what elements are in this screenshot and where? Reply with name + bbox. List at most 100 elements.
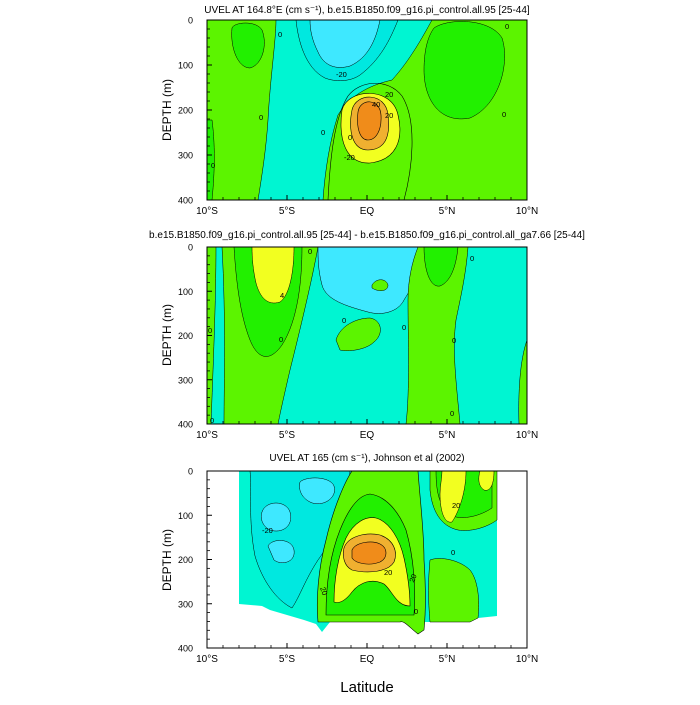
x-tick-label: EQ bbox=[360, 430, 375, 441]
y-tick-label: 200 bbox=[178, 331, 193, 341]
figure-xlabel: Latitude bbox=[340, 679, 393, 696]
panel-2-contour-label-4: 0 bbox=[279, 335, 283, 344]
x-tick-label: 5°S bbox=[279, 206, 296, 217]
x-tick-label: EQ bbox=[360, 654, 375, 665]
x-tick-label: 10°N bbox=[516, 654, 538, 665]
panel-2-small-positive-patch bbox=[371, 279, 389, 291]
panel-3-contour-label-2: 20 bbox=[384, 568, 392, 577]
panel-1-contour-label-2: 0 bbox=[278, 30, 282, 39]
panel-1-contour-label-8: 20 bbox=[385, 90, 393, 99]
panel-2-surface-peak bbox=[251, 247, 295, 304]
y-tick-label: 100 bbox=[178, 61, 193, 71]
panel-2-equatorial-positive-patch bbox=[335, 317, 381, 351]
x-tick-label: 5°N bbox=[439, 206, 456, 217]
panel-1-contour-label-7: 0 bbox=[348, 133, 352, 142]
x-tick-label: 5°N bbox=[439, 654, 456, 665]
panel-3-contour-label-4: 20 bbox=[407, 573, 418, 584]
panel-2-contour-label-5: 0 bbox=[342, 316, 346, 325]
panel-2-contour-fill bbox=[207, 247, 527, 424]
x-tick-label: 10°S bbox=[196, 206, 218, 217]
panel-3-contour-label-3: 20 bbox=[318, 586, 329, 597]
y-tick-label: 300 bbox=[178, 151, 193, 161]
panel-1-western-edge-positive bbox=[207, 119, 215, 200]
panel-3-contour-label-6: 0 bbox=[451, 548, 455, 557]
panel-2-northern-positive bbox=[405, 247, 469, 424]
panel-2-y-axis: 0 100 200 300 400 bbox=[178, 243, 212, 430]
panel-1-contour-label-12: 0 bbox=[505, 22, 509, 31]
panel-3-x-axis: 10°S 5°S EQ 5°N 10°N bbox=[196, 643, 538, 665]
x-tick-label: 5°S bbox=[279, 654, 296, 665]
panel-1-title: UVEL AT 164.8°E (cm s⁻¹), b.e15.B1850.f0… bbox=[204, 5, 530, 16]
panel-3-northern-jet-20b bbox=[478, 471, 495, 491]
panel-3-negative-patch-a bbox=[261, 502, 292, 532]
panel-1-contour-label-11: 0 bbox=[502, 110, 506, 119]
panel-2-contour-label-10: 0 bbox=[210, 416, 214, 425]
panel-1-contour-label-9: 40 bbox=[372, 100, 380, 109]
panel-2-contour-label-2: 4 bbox=[280, 291, 284, 300]
panel-1-contour-label-4: 0 bbox=[211, 161, 215, 170]
y-tick-label: 300 bbox=[178, 599, 193, 609]
panel-1-contour-labels: -20 0 0 0 0 -20 0 20 40 20 0 0 bbox=[211, 22, 509, 170]
panel-3-northern-jet-20 bbox=[439, 471, 467, 523]
x-tick-label: 5°S bbox=[279, 430, 296, 441]
panel-1-westward-surface-strong bbox=[309, 20, 381, 68]
panel-1-contour-label-6: -20 bbox=[344, 153, 355, 162]
panel-3-contour-fill bbox=[239, 471, 498, 635]
x-tick-label: EQ bbox=[360, 206, 375, 217]
panel-2-x-axis: 10°S 5°S EQ 5°N 10°N bbox=[196, 419, 538, 441]
panel-2-contour-label-3: 0 bbox=[208, 326, 212, 335]
panel-1-undercurrent-0 bbox=[327, 83, 413, 200]
y-tick-label: 0 bbox=[188, 467, 193, 477]
panel-1-eastern-surface-core bbox=[423, 21, 505, 120]
x-tick-label: 10°S bbox=[196, 430, 218, 441]
panel-3-negative-patch-c bbox=[267, 540, 295, 563]
y-tick-label: 0 bbox=[188, 16, 193, 26]
panel-3-undercurrent-core bbox=[351, 541, 387, 565]
panel-1-contour-label-3: 0 bbox=[259, 113, 263, 122]
x-tick-label: 10°N bbox=[516, 430, 538, 441]
panel-3-deep-positive-band bbox=[428, 558, 479, 623]
y-tick-label: 400 bbox=[178, 644, 193, 654]
y-tick-label: 400 bbox=[178, 420, 193, 430]
panel-1: UVEL AT 164.8°E (cm s⁻¹), b.e15.B1850.f0… bbox=[160, 5, 538, 217]
panel-2-ylabel: DEPTH (m) bbox=[160, 304, 174, 366]
y-tick-label: 400 bbox=[178, 196, 193, 206]
y-tick-label: 200 bbox=[178, 106, 193, 116]
panel-3-contour-labels: -20 20 20 20 20 0 0 bbox=[262, 501, 460, 616]
panel-2-contour-label-8: 0 bbox=[470, 254, 474, 263]
panel-2-contour-label-6: 0 bbox=[402, 323, 406, 332]
y-tick-label: 300 bbox=[178, 375, 193, 385]
y-tick-label: 200 bbox=[178, 555, 193, 565]
panel-3-negative-patch-b bbox=[299, 477, 335, 504]
panel-2: b.e15.B1850.f09_g16.pi_control.all.95 [2… bbox=[149, 230, 585, 441]
panel-1-y-axis: 0 100 200 300 400 bbox=[178, 16, 212, 206]
panel-3-title: UVEL AT 165 (cm s⁻¹), Johnson et al (200… bbox=[269, 453, 464, 464]
panel-1-contour-label-10: 20 bbox=[385, 111, 393, 120]
panel-1-contour-label-5: 0 bbox=[321, 128, 325, 137]
panel-3-y-axis: 0 100 200 300 400 bbox=[178, 467, 212, 654]
panel-2-contour-label-9: 0 bbox=[450, 409, 454, 418]
panel-1-ylabel: DEPTH (m) bbox=[160, 79, 174, 141]
panel-2-title: b.e15.B1850.f09_g16.pi_control.all.95 [2… bbox=[149, 230, 585, 241]
panel-1-southern-positive-band bbox=[207, 20, 277, 200]
panel-3-contour-label-5: 20 bbox=[452, 501, 460, 510]
x-tick-label: 10°S bbox=[196, 654, 218, 665]
y-tick-label: 100 bbox=[178, 511, 193, 521]
panel-1-contour-label-1: -20 bbox=[336, 70, 347, 79]
x-tick-label: 5°N bbox=[439, 430, 456, 441]
panel-2-contour-labels: 0 4 0 0 0 0 0 0 0 0 bbox=[208, 247, 474, 425]
panel-2-contour-label-1: 0 bbox=[308, 247, 312, 256]
y-tick-label: 100 bbox=[178, 287, 193, 297]
panel-3-ylabel: DEPTH (m) bbox=[160, 529, 174, 591]
panel-3: UVEL AT 165 (cm s⁻¹), Johnson et al (200… bbox=[160, 453, 538, 665]
panel-1-southern-inner-positive bbox=[231, 22, 265, 69]
panel-2-contour-label-7: 0 bbox=[452, 336, 456, 345]
x-tick-label: 10°N bbox=[516, 206, 538, 217]
panel-1-contour-fill bbox=[207, 20, 527, 200]
panel-3-contour-label-7: 0 bbox=[414, 607, 418, 616]
y-tick-label: 0 bbox=[188, 243, 193, 253]
panel-3-contour-label-1: -20 bbox=[262, 526, 273, 535]
panel-2-northern-positive-core bbox=[423, 247, 459, 287]
panel-1-x-axis: 10°S 5°S EQ 5°N 10°N bbox=[196, 195, 538, 217]
